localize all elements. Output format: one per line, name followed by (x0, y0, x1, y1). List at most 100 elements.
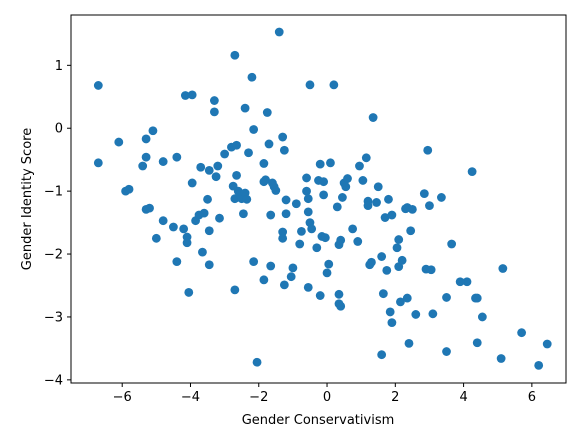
data-point (230, 285, 240, 295)
data-point (517, 328, 527, 338)
data-point (124, 184, 134, 194)
data-point (411, 310, 421, 319)
data-point (455, 277, 465, 287)
x-tick-label: −6 (113, 390, 132, 405)
data-point (387, 318, 397, 328)
y-tick-label: −1 (44, 185, 63, 200)
data-point (341, 182, 351, 192)
data-point (281, 209, 291, 219)
data-point (392, 243, 402, 253)
data-point (378, 289, 388, 299)
data-point (363, 201, 373, 211)
data-point (496, 354, 506, 363)
data-point (498, 264, 508, 273)
data-point (252, 357, 262, 367)
data-point (187, 178, 197, 188)
data-point (249, 257, 259, 266)
data-point (141, 134, 151, 144)
data-point (419, 189, 429, 199)
data-point (220, 149, 230, 159)
data-point (259, 275, 269, 285)
data-point (199, 208, 209, 218)
data-point (93, 158, 103, 168)
data-point (322, 268, 332, 278)
data-point (353, 237, 363, 246)
data-point (215, 213, 224, 223)
data-point (232, 171, 241, 180)
data-point (148, 126, 158, 136)
data-point (368, 113, 378, 122)
data-point (534, 360, 544, 370)
data-point (332, 202, 342, 212)
data-point (367, 257, 376, 267)
data-point (213, 161, 223, 171)
data-point (423, 145, 433, 155)
data-point (397, 255, 407, 265)
data-point (406, 226, 416, 236)
data-point (426, 265, 436, 275)
data-point (211, 172, 221, 182)
data-point (230, 50, 240, 60)
data-point (278, 227, 288, 237)
data-point (334, 289, 344, 299)
data-point (407, 204, 417, 214)
x-tick-label: −4 (181, 390, 200, 405)
data-point (303, 207, 313, 217)
data-point (303, 194, 313, 204)
data-point (477, 312, 487, 322)
data-point (338, 193, 347, 202)
y-axis-ticks: −4 −3 −2 −1 0 1 (44, 59, 71, 388)
data-point (291, 199, 301, 209)
data-point (358, 176, 368, 185)
data-point (319, 190, 329, 200)
x-axis-label: Gender Conservativism (242, 413, 395, 428)
data-point (204, 260, 214, 270)
y-tick-label: 0 (55, 122, 63, 137)
data-point (244, 148, 253, 158)
data-point (542, 339, 552, 349)
data-point (425, 201, 434, 211)
data-point (305, 80, 315, 90)
data-point (373, 182, 383, 192)
x-tick-label: 6 (528, 390, 536, 405)
data-point (141, 204, 151, 214)
data-point (271, 186, 281, 195)
data-point (180, 91, 190, 100)
data-point (247, 72, 257, 82)
data-point (384, 194, 393, 204)
data-point (380, 213, 390, 222)
data-point (204, 226, 214, 236)
data-point (396, 297, 405, 307)
y-tick-label: −4 (44, 373, 63, 388)
data-point (307, 224, 317, 234)
data-point (198, 247, 207, 257)
data-point (343, 174, 352, 183)
data-point (319, 177, 329, 187)
y-tick-label: 1 (55, 59, 63, 74)
x-tick-label: −2 (249, 390, 268, 405)
x-tick-label: 0 (323, 390, 331, 405)
data-point (266, 210, 276, 220)
data-point (377, 252, 387, 261)
data-point (196, 162, 206, 172)
data-point (295, 239, 305, 249)
data-point (182, 238, 192, 248)
data-point (286, 272, 296, 282)
data-point (402, 293, 412, 303)
plot-frame (70, 14, 567, 384)
data-point (209, 107, 219, 117)
data-point (232, 140, 241, 150)
data-point (336, 235, 346, 245)
data-point (278, 132, 288, 142)
data-point (302, 186, 311, 196)
data-point (239, 209, 248, 219)
data-point (141, 152, 151, 162)
data-point (361, 153, 371, 163)
data-point (377, 350, 387, 360)
data-point (262, 108, 272, 117)
data-point (266, 261, 276, 271)
data-point (172, 257, 182, 266)
data-point (472, 293, 482, 303)
data-point (355, 161, 364, 171)
